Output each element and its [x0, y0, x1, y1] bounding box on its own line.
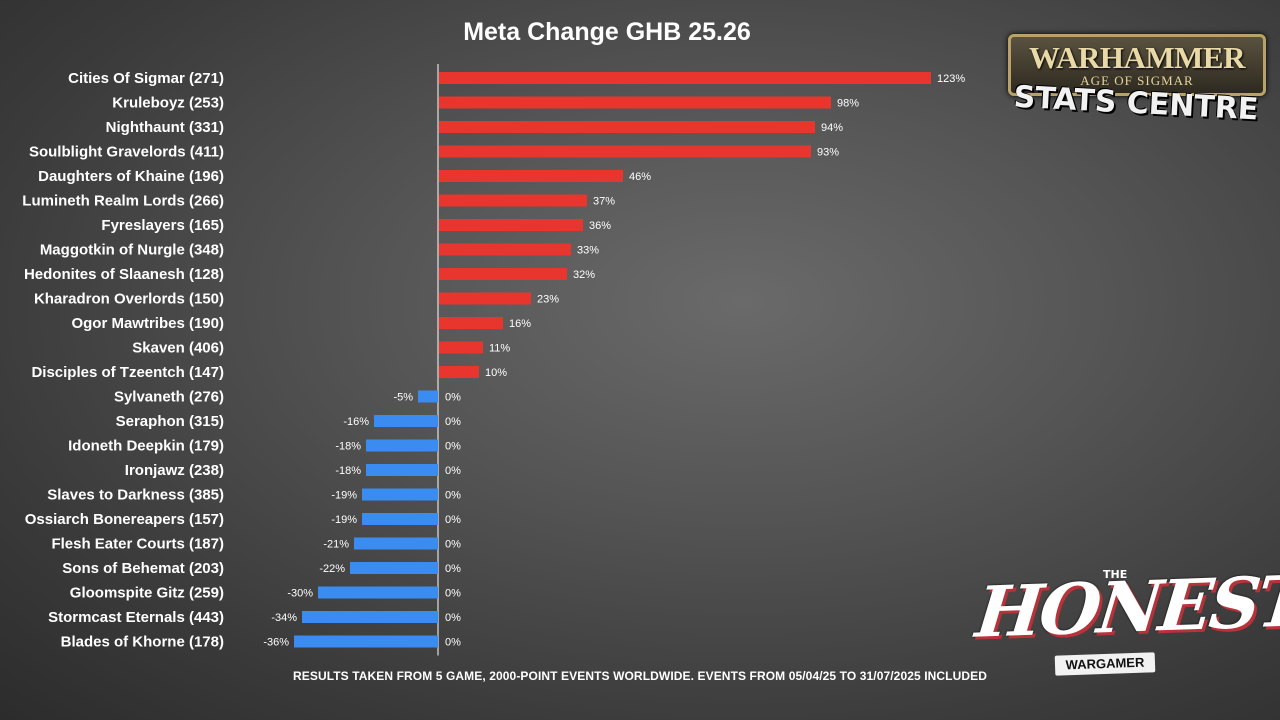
data-label: -18%: [335, 441, 361, 453]
warhammer-banner: WARHAMMER AGE OF SIGMAR: [1008, 34, 1266, 96]
data-label: 123%: [937, 73, 965, 85]
data-label: 10%: [485, 367, 507, 379]
category-label: Ogor Mawtribes (190): [71, 315, 224, 332]
data-label: 36%: [589, 220, 611, 232]
category-label: Stormcast Eternals (443): [48, 609, 224, 626]
bar-negative: [294, 635, 438, 648]
data-label: 0%: [445, 539, 461, 551]
bar-positive: [439, 366, 479, 378]
data-label: 32%: [573, 269, 595, 281]
bar-positive: [439, 268, 567, 280]
data-label: 0%: [445, 637, 461, 649]
category-label: Maggotkin of Nurgle (348): [40, 242, 224, 259]
data-label: 0%: [445, 392, 461, 404]
the-wordmark: THE: [1103, 568, 1128, 581]
category-label: Disciples of Tzeentch (147): [31, 364, 224, 381]
bar-negative: [350, 562, 438, 574]
bar-positive: [439, 219, 583, 231]
bar-positive: [439, 243, 571, 256]
data-label: 0%: [445, 514, 461, 526]
data-label: 33%: [577, 245, 599, 257]
data-label: -34%: [271, 612, 297, 624]
bar-negative: [362, 513, 438, 525]
category-label: Skaven (406): [132, 340, 224, 357]
honest-wargamer-logo: HONEST THE WARGAMER: [972, 559, 1280, 685]
data-label: 0%: [445, 490, 461, 502]
bar-positive: [439, 317, 503, 329]
category-label: Idoneth Deepkin (179): [68, 438, 224, 455]
category-label: Sons of Behemat (203): [62, 560, 224, 577]
bar-negative: [374, 415, 438, 427]
bar-positive: [439, 121, 815, 133]
category-label: Hedonites of Slaanesh (128): [24, 266, 224, 283]
data-label: -21%: [323, 539, 349, 551]
bar-positive: [439, 341, 483, 354]
category-label: Kharadron Overlords (150): [34, 291, 224, 308]
data-label: 98%: [837, 98, 859, 110]
bar-negative: [302, 611, 438, 623]
data-label: 0%: [445, 465, 461, 477]
bar-positive: [439, 72, 931, 84]
data-label: -22%: [319, 563, 345, 575]
data-label: -19%: [331, 490, 357, 502]
data-label: 16%: [509, 318, 531, 330]
bar-positive: [439, 96, 831, 109]
bar-negative: [418, 390, 438, 403]
wargamer-badge: WARGAMER: [1054, 652, 1156, 676]
category-label: Kruleboyz (253): [112, 95, 224, 112]
bar-positive: [439, 194, 587, 207]
bar-positive: [439, 145, 811, 158]
data-label: -36%: [263, 637, 289, 649]
category-label: Fyreslayers (165): [101, 217, 224, 234]
category-label: Gloomspite Gitz (259): [70, 585, 224, 602]
data-label: 23%: [537, 294, 559, 306]
warhammer-wordmark: WARHAMMER: [1029, 40, 1245, 75]
bar-positive: [439, 292, 531, 305]
data-label: 93%: [817, 147, 839, 159]
warhammer-stats-centre-logo: WARHAMMER AGE OF SIGMAR STATS CENTRE: [1000, 26, 1272, 134]
data-label: 0%: [445, 416, 461, 428]
data-label: 11%: [489, 343, 510, 355]
category-label: Nighthaunt (331): [106, 119, 224, 136]
bar-negative: [318, 586, 438, 599]
age-of-sigmar-subtitle: AGE OF SIGMAR: [1080, 73, 1194, 88]
category-label: Daughters of Khaine (196): [38, 168, 224, 185]
category-label: Lumineth Realm Lords (266): [22, 193, 224, 210]
category-label: Slaves to Darkness (385): [47, 487, 224, 504]
footnote: RESULTS TAKEN FROM 5 GAME, 2000-POINT EV…: [292, 669, 988, 683]
bar-negative: [354, 537, 438, 550]
category-label: Sylvaneth (276): [114, 389, 224, 406]
data-label: -5%: [393, 392, 413, 404]
data-label: -16%: [343, 416, 369, 428]
data-label: 0%: [445, 441, 461, 453]
data-label: -19%: [331, 514, 357, 526]
category-label: Cities Of Sigmar (271): [68, 70, 224, 87]
data-label: 0%: [445, 563, 461, 575]
data-label: 94%: [821, 122, 843, 134]
bar-negative: [366, 439, 438, 452]
bar-negative: [362, 488, 438, 501]
bar-positive: [439, 170, 623, 182]
data-label: 0%: [445, 588, 461, 600]
chart-title: Meta Change GHB 25.26: [463, 18, 751, 46]
category-label: Ossiarch Bonereapers (157): [25, 511, 224, 528]
data-label: -30%: [287, 588, 313, 600]
data-label: -18%: [335, 465, 361, 477]
category-label: Flesh Eater Courts (187): [51, 536, 224, 553]
category-label: Blades of Khorne (178): [61, 634, 224, 651]
data-label: 37%: [593, 196, 615, 208]
data-label: 46%: [629, 171, 651, 183]
data-label: 0%: [445, 612, 461, 624]
category-label: Ironjawz (238): [125, 462, 224, 479]
category-label: Soulblight Gravelords (411): [29, 144, 224, 161]
bar-negative: [366, 464, 438, 476]
category-label: Seraphon (315): [116, 413, 224, 430]
